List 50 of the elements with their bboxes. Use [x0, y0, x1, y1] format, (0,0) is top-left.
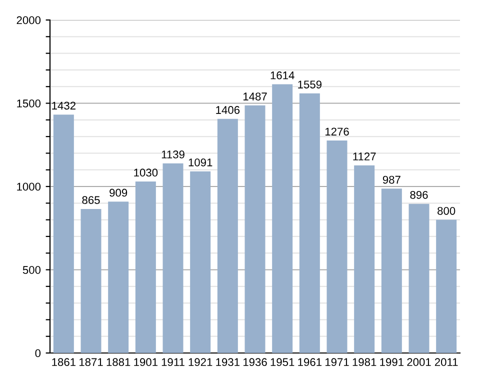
x-tick-label: 1971 [325, 358, 349, 366]
x-tick-label: 1991 [380, 358, 404, 366]
bar [80, 208, 102, 353]
data-label: 1432 [52, 102, 76, 110]
x-tick-label: 1961 [298, 358, 322, 366]
bar [108, 202, 129, 353]
bar [162, 163, 184, 353]
data-label: 909 [110, 188, 128, 197]
data-label: 1091 [188, 158, 212, 166]
data-label: 1127 [353, 152, 376, 160]
bar [190, 171, 211, 353]
bar [135, 182, 156, 353]
data-label: 1406 [216, 106, 240, 114]
x-tick-label: 1911 [162, 358, 184, 366]
x-tick-label: 2011 [434, 358, 458, 366]
bar [299, 93, 320, 353]
x-tick-label: 1951 [270, 358, 294, 366]
bar [408, 204, 430, 353]
bar [326, 140, 348, 353]
y-tick-label: 0 [35, 349, 41, 358]
x-tick-label: 1931 [216, 358, 240, 366]
bar [244, 105, 266, 353]
bar [217, 118, 238, 353]
x-tick-label: 1901 [134, 358, 158, 366]
y-tick-label: 500 [22, 266, 41, 274]
x-tick-label: 1871 [79, 358, 103, 366]
bar [436, 220, 457, 353]
x-tick-label: 1921 [188, 358, 212, 366]
y-tick-label: 2000 [16, 16, 41, 24]
data-label: 865 [82, 196, 100, 204]
bar [381, 188, 402, 353]
data-label: 1030 [134, 168, 158, 177]
bar [354, 165, 375, 353]
x-tick-label: 1936 [243, 358, 267, 366]
x-tick-label: 1861 [52, 358, 76, 366]
data-label: 1139 [162, 150, 184, 158]
data-label: 987 [382, 176, 400, 184]
data-label: 1614 [270, 71, 294, 80]
data-label: 800 [438, 206, 456, 215]
y-tick-label: 1000 [17, 182, 41, 191]
data-label: 1487 [243, 92, 267, 100]
data-label: 1276 [325, 128, 349, 136]
bar [53, 114, 74, 353]
y-tick-label: 1500 [17, 100, 41, 108]
data-label: 896 [410, 190, 428, 199]
data-label: 1559 [298, 80, 322, 88]
x-tick-label: 1881 [106, 358, 130, 366]
x-tick-label: 1981 [352, 358, 376, 366]
bar [272, 84, 293, 353]
x-tick-label: 2001 [407, 358, 431, 366]
